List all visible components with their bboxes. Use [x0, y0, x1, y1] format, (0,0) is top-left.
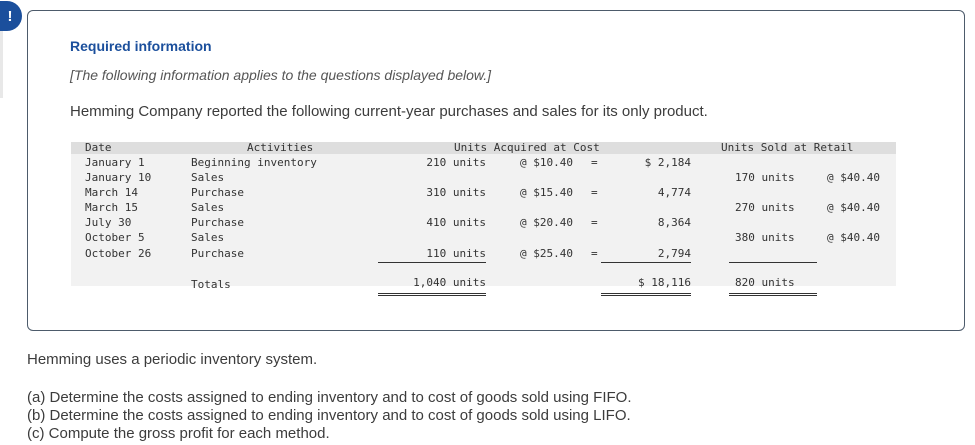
row-activity: Purchase — [191, 186, 244, 199]
row-equals: = — [591, 247, 598, 260]
alert-icon: ! — [0, 1, 22, 31]
row-total-cost: 8,364 — [657, 216, 691, 229]
row-date: October 5 — [85, 231, 145, 244]
row-units-acquired: 410 units — [426, 216, 486, 229]
row-unit-cost: @ $15.40 — [520, 186, 573, 199]
units-underline — [378, 262, 486, 263]
totals-cost: $ 18,116 — [638, 276, 691, 289]
row-date: October 26 — [85, 247, 152, 260]
row-date: July 30 — [85, 216, 132, 229]
row-date: March 15 — [85, 201, 138, 214]
purchases-sales-table: Date Activities Units Acquired at Cost U… — [71, 141, 896, 296]
table-header-bar — [71, 142, 896, 154]
row-activity: Sales — [191, 201, 225, 214]
system-text: Hemming uses a periodic inventory system… — [27, 351, 318, 368]
left-edge-strip — [0, 18, 3, 98]
row-activity: Beginning inventory — [191, 156, 317, 169]
row-total-cost: 2,794 — [657, 247, 691, 260]
header-activities: Activities — [247, 141, 314, 154]
row-date: January 1 — [85, 156, 145, 169]
row-units-acquired: 310 units — [426, 186, 486, 199]
row-unit-cost: @ $10.40 — [520, 156, 573, 169]
question-b: (b) Determine the costs assigned to endi… — [27, 407, 631, 424]
units-double-underline-1 — [378, 293, 486, 294]
sold-double-underline-1 — [729, 293, 817, 294]
row-total-cost: 4,774 — [657, 186, 691, 199]
question-c: (c) Compute the gross profit for each me… — [27, 425, 330, 442]
totals-label: Totals — [191, 278, 231, 291]
required-title: Required information — [70, 38, 212, 54]
header-date: Date — [85, 141, 112, 154]
totals-units-sold: 820 units — [735, 276, 795, 289]
sold-underline — [729, 262, 817, 263]
row-activity: Purchase — [191, 247, 244, 260]
cost-double-underline-2 — [601, 295, 691, 296]
row-units-sold: 270 units — [735, 201, 795, 214]
row-retail-price: @ $40.40 — [827, 171, 880, 184]
row-date: March 14 — [85, 186, 138, 199]
row-units-sold: 380 units — [735, 231, 795, 244]
row-equals: = — [591, 216, 598, 229]
row-retail-price: @ $40.40 — [827, 201, 880, 214]
row-activity: Purchase — [191, 216, 244, 229]
question-a: (a) Determine the costs assigned to endi… — [27, 389, 632, 406]
row-equals: = — [591, 156, 598, 169]
row-activity: Sales — [191, 231, 225, 244]
row-unit-cost: @ $25.40 — [520, 247, 573, 260]
sold-double-underline-2 — [729, 295, 817, 296]
row-total-cost: $ 2,184 — [644, 156, 691, 169]
header-units-sold: Units Sold at Retail — [721, 141, 854, 154]
row-units-sold: 170 units — [735, 171, 795, 184]
row-equals: = — [591, 186, 598, 199]
units-double-underline-2 — [378, 295, 486, 296]
cost-double-underline-1 — [601, 293, 691, 294]
row-units-acquired: 110 units — [426, 247, 486, 260]
row-date: January 10 — [85, 171, 152, 184]
totals-units-acquired: 1,040 units — [413, 276, 486, 289]
required-info-box: Required information [The following info… — [27, 10, 965, 331]
row-activity: Sales — [191, 171, 225, 184]
row-unit-cost: @ $20.40 — [520, 216, 573, 229]
header-units-acquired: Units Acquired at Cost — [454, 141, 600, 154]
intro-text: Hemming Company reported the following c… — [70, 103, 708, 120]
row-units-acquired: 210 units — [426, 156, 486, 169]
cost-underline — [601, 262, 691, 263]
row-retail-price: @ $40.40 — [827, 231, 880, 244]
required-subtitle: [The following information applies to th… — [70, 67, 492, 83]
